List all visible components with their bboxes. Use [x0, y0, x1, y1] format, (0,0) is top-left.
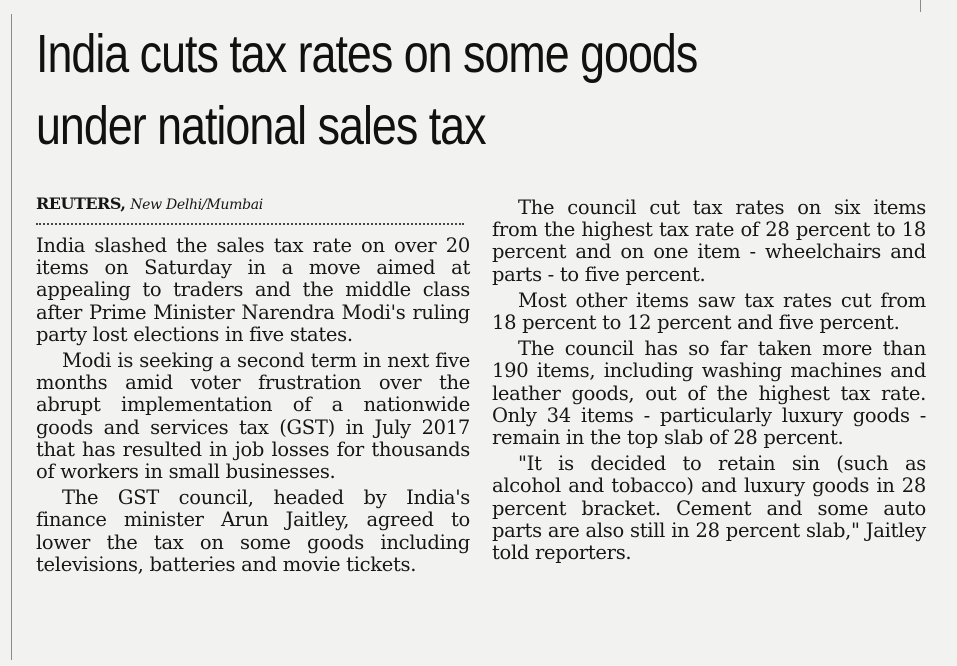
dotted-divider [36, 223, 464, 225]
byline-location: New Delhi/Mumbai [130, 197, 263, 213]
article-column-right: The council cut tax rates on six items f… [492, 196, 926, 565]
paragraph: The council has so far taken more than 1… [492, 337, 926, 450]
headline-line-2: under national sales tax [36, 96, 487, 156]
headline-line-1: India cuts tax rates on some goods [36, 24, 698, 84]
byline-agency: REUTERS, [36, 194, 126, 213]
paragraph: The GST council, headed by India's finan… [36, 486, 470, 576]
article-column-left: REUTERS, New Delhi/Mumbai India slashed … [36, 192, 470, 576]
byline: REUTERS, New Delhi/Mumbai [36, 192, 470, 217]
paragraph: India slashed the sales tax rate on over… [36, 234, 470, 346]
paragraph: "It is decided to retain sin (such as al… [492, 452, 926, 565]
paragraph: The council cut tax rates on six items f… [492, 196, 926, 286]
headline: India cuts tax rates on some goods under… [36, 18, 787, 162]
paragraph: Modi is seeking a second term in next fi… [36, 349, 470, 484]
paragraph: Most other items saw tax rates cut from … [492, 288, 926, 335]
top-rule [920, 0, 921, 12]
column-rule [11, 14, 12, 660]
